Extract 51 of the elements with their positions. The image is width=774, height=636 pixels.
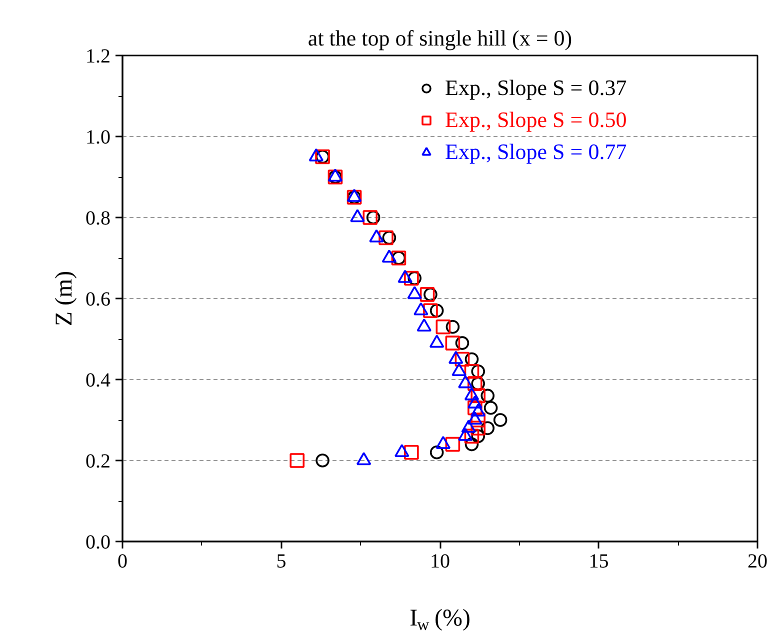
legend-label: Exp., Slope S = 0.37 bbox=[445, 74, 627, 102]
x-tick-label: 20 bbox=[748, 550, 768, 572]
point bbox=[470, 420, 486, 436]
point bbox=[464, 364, 480, 379]
point bbox=[446, 320, 460, 334]
x-tick-label: 5 bbox=[276, 550, 286, 572]
point bbox=[445, 436, 460, 452]
x-tick-label: 0 bbox=[118, 550, 128, 572]
point bbox=[454, 352, 470, 367]
legend-label: Exp., Slope S = 0.50 bbox=[445, 106, 627, 134]
point bbox=[430, 304, 444, 318]
chart-title: at the top of single hill (x = 0) bbox=[308, 26, 572, 50]
y-tick-label: 0.8 bbox=[86, 208, 110, 230]
x-tick-label: 10 bbox=[430, 550, 450, 572]
y-tick-label: 0.0 bbox=[86, 532, 110, 554]
point bbox=[430, 446, 444, 460]
point bbox=[445, 336, 460, 350]
point bbox=[464, 352, 479, 366]
y-tick-label: 0.6 bbox=[86, 288, 110, 310]
point bbox=[471, 364, 485, 378]
legend-label: Exp., Slope S = 0.77 bbox=[445, 138, 627, 166]
point bbox=[480, 421, 495, 435]
point bbox=[404, 445, 419, 460]
y-tick-label: 0.4 bbox=[86, 370, 110, 392]
point bbox=[468, 376, 482, 391]
y-tick-label: 0.2 bbox=[86, 450, 110, 472]
point bbox=[484, 400, 498, 415]
point bbox=[464, 437, 479, 452]
y-axis-title: Z (m) bbox=[52, 270, 78, 326]
point bbox=[404, 270, 419, 286]
y-tick-label: 1.0 bbox=[86, 126, 110, 148]
point bbox=[471, 429, 485, 444]
point bbox=[420, 287, 435, 302]
point bbox=[423, 303, 438, 318]
point bbox=[471, 376, 485, 390]
point bbox=[470, 388, 486, 404]
point bbox=[378, 230, 394, 246]
y-tick-label: 1.2 bbox=[86, 46, 110, 68]
point bbox=[424, 288, 438, 302]
point bbox=[464, 428, 480, 444]
x-tick-label: 15 bbox=[588, 550, 609, 572]
point bbox=[436, 319, 451, 334]
point bbox=[408, 271, 422, 286]
point bbox=[290, 453, 305, 468]
point bbox=[493, 413, 508, 427]
point bbox=[382, 230, 396, 245]
point bbox=[362, 210, 378, 225]
point bbox=[316, 454, 330, 468]
point bbox=[366, 210, 380, 224]
point bbox=[455, 336, 470, 350]
point bbox=[480, 388, 495, 403]
